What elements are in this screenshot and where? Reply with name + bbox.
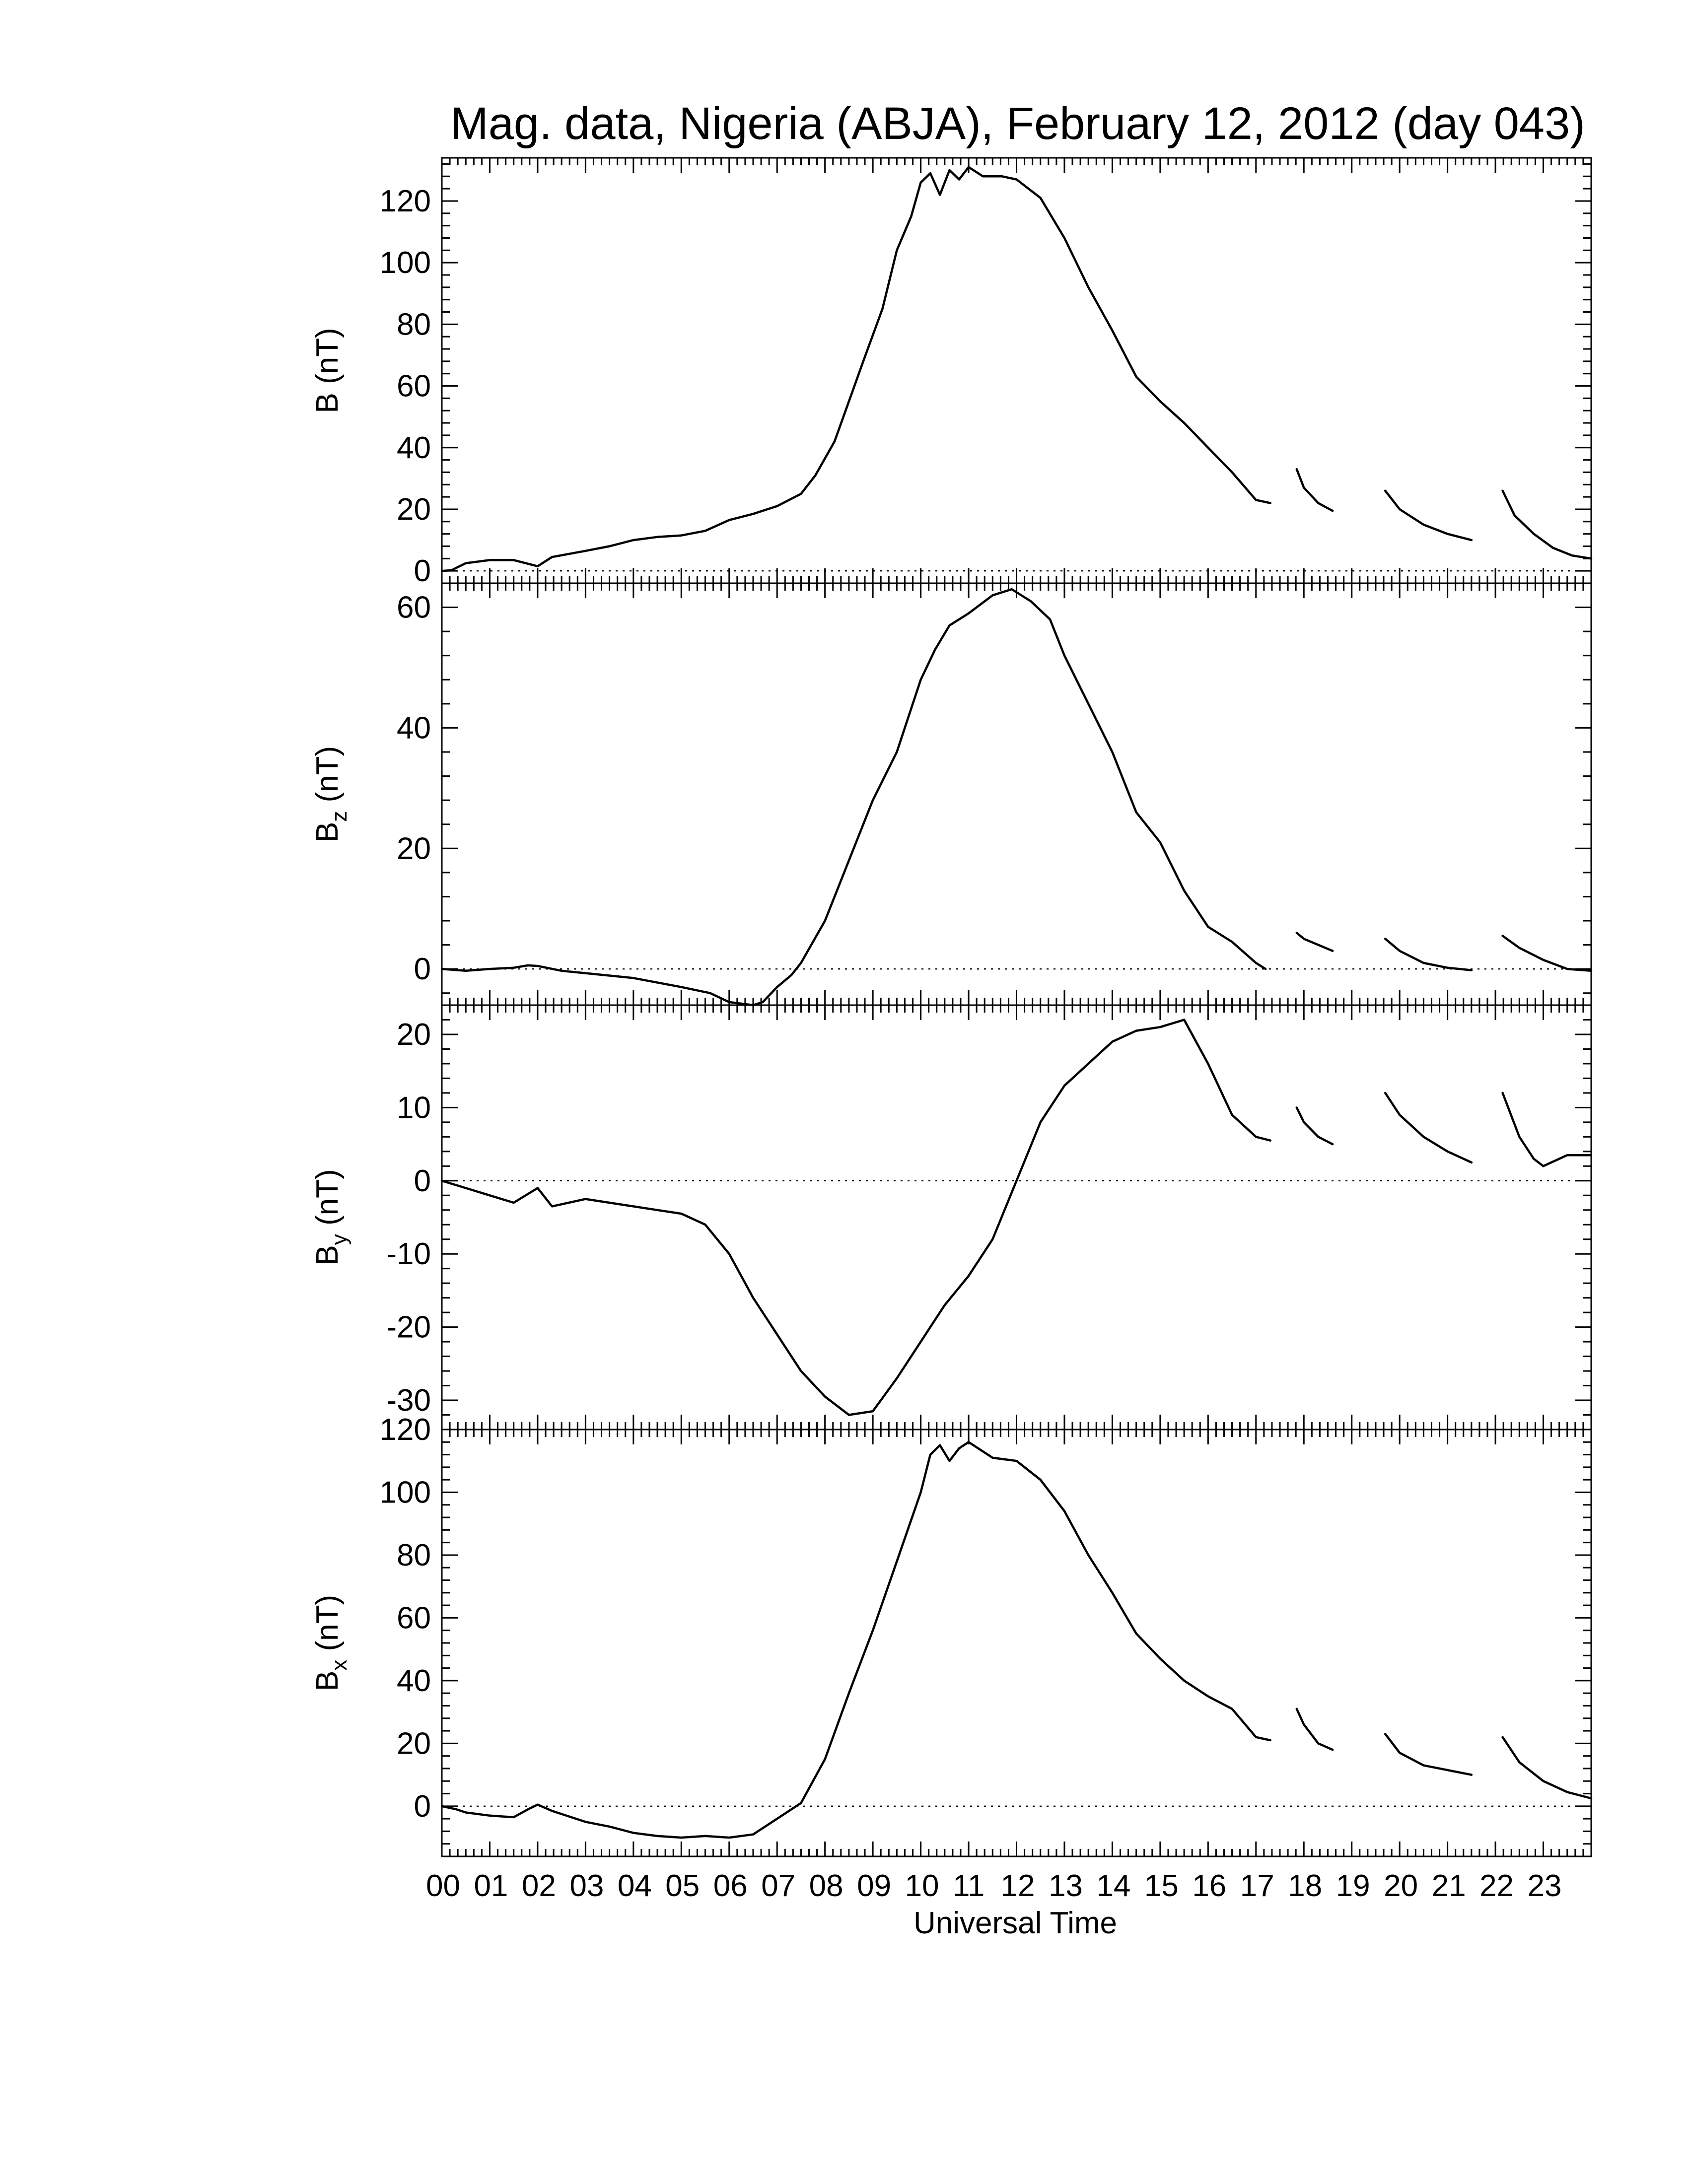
y-tick-label: -10 <box>386 1237 431 1271</box>
y-tick-label: 60 <box>397 369 431 404</box>
panel-frame <box>441 1429 1592 1857</box>
y-tick-label: -30 <box>386 1383 431 1418</box>
x-tick-label: 18 <box>1288 1869 1322 1903</box>
y-tick-label: 60 <box>397 1601 431 1635</box>
panel-frame <box>441 582 1592 1006</box>
series-line-b <box>1384 489 1473 542</box>
y-tick-label: 20 <box>397 831 431 866</box>
series-line-bz <box>1501 935 1593 972</box>
x-tick-label: 16 <box>1192 1869 1226 1903</box>
y-tick-label: 120 <box>380 1413 431 1447</box>
x-tick-label: 23 <box>1528 1869 1562 1903</box>
y-tick-label: 100 <box>380 246 431 280</box>
y-tick-label: 40 <box>397 431 431 465</box>
series-line-by <box>1384 1092 1473 1164</box>
x-tick-label: 08 <box>809 1869 844 1903</box>
y-tick-label: 0 <box>414 1789 431 1824</box>
x-tick-labels: 00 01 02 03 04 05 06 07 08 09 10 11 12 13 14 15 16 17 18 19… <box>426 1869 1562 1903</box>
x-tick-label: 00 <box>426 1869 460 1903</box>
y-tick-label: 80 <box>397 307 431 341</box>
x-tick-label: 13 <box>1049 1869 1083 1903</box>
x-ticks <box>441 158 1592 583</box>
series-line-bz <box>1384 938 1473 971</box>
y-ticks: -30 -20 -10 0 10 20 <box>386 1004 1591 1431</box>
series-line-bz <box>1295 932 1334 952</box>
series-line-bx <box>1384 1733 1473 1776</box>
series-line-bz <box>440 588 1267 1007</box>
series-line-b <box>1501 489 1593 560</box>
x-tick-label: 11 <box>953 1869 985 1903</box>
x-axis-label: Universal Time <box>914 1906 1117 1940</box>
x-ticks <box>441 1430 1592 1856</box>
y-tick-label: 120 <box>380 184 431 218</box>
panel-frame <box>441 1004 1592 1431</box>
y-ticks: 0 20 40 60 80 100 120 <box>380 1413 1591 1857</box>
y-axis-label: B (nT) <box>310 328 345 413</box>
x-tick-label: 12 <box>1001 1869 1035 1903</box>
panel-bz: 0 20 40 60 Bz (nT) <box>310 582 1593 1007</box>
series-line-by <box>1501 1092 1593 1167</box>
panel-frame <box>441 157 1592 584</box>
panel-bx: 0 20 40 60 80 100 120 Bx (nT) <box>310 1413 1593 1857</box>
series-line-bx <box>1295 1707 1334 1751</box>
x-tick-label: 02 <box>522 1869 556 1903</box>
y-tick-label: 80 <box>397 1538 431 1572</box>
x-tick-label: 14 <box>1096 1869 1130 1903</box>
y-tick-label: 0 <box>414 1164 431 1198</box>
y-tick-label: 20 <box>397 1018 431 1052</box>
y-tick-label: 10 <box>397 1091 431 1125</box>
x-tick-label: 22 <box>1479 1869 1514 1903</box>
series-line-b <box>440 166 1271 572</box>
y-tick-label: 20 <box>397 1726 431 1761</box>
x-tick-label: 06 <box>713 1869 748 1903</box>
x-tick-label: 15 <box>1144 1869 1179 1903</box>
y-axis-label: Bx (nT) <box>310 1595 352 1691</box>
x-tick-label: 17 <box>1240 1869 1274 1903</box>
y-tick-label: 20 <box>397 492 431 527</box>
series-line-b <box>1295 468 1334 512</box>
y-ticks: 0 20 40 60 80 100 120 <box>380 163 1591 588</box>
y-tick-label: 0 <box>414 952 431 986</box>
series-line-bx <box>440 1441 1271 1839</box>
y-tick-label: -20 <box>386 1310 431 1345</box>
chart-title: Mag. data, Nigeria (ABJA), February 12, … <box>450 98 1585 149</box>
x-tick-label: 10 <box>905 1869 939 1903</box>
series-line-by <box>1295 1106 1334 1146</box>
series-line-by <box>440 1019 1271 1416</box>
y-tick-label: 60 <box>397 591 431 625</box>
y-axis-label: By (nT) <box>310 1169 352 1265</box>
x-tick-label: 07 <box>761 1869 795 1903</box>
x-tick-label: 21 <box>1432 1869 1466 1903</box>
y-tick-label: 40 <box>397 1664 431 1698</box>
y-ticks: 0 20 40 60 <box>397 582 1591 994</box>
x-tick-label: 04 <box>618 1869 652 1903</box>
x-tick-label: 09 <box>857 1869 891 1903</box>
x-tick-label: 01 <box>474 1869 508 1903</box>
x-tick-label: 05 <box>665 1869 700 1903</box>
panel-b: 0 20 40 60 80 100 120 B (nT) <box>310 157 1593 588</box>
x-tick-label: 03 <box>569 1869 604 1903</box>
series-line-bx <box>1501 1736 1593 1800</box>
y-tick-label: 100 <box>380 1475 431 1509</box>
x-tick-label: 20 <box>1384 1869 1418 1903</box>
panel-by: -30 -20 -10 0 10 20 By (nT) <box>310 1004 1593 1431</box>
y-axis-label: Bz (nT) <box>310 746 352 842</box>
y-tick-label: 0 <box>414 554 431 588</box>
x-tick-label: 19 <box>1336 1869 1370 1903</box>
y-tick-label: 40 <box>397 711 431 745</box>
x-ticks <box>441 1005 1592 1430</box>
x-ticks <box>441 583 1592 1005</box>
